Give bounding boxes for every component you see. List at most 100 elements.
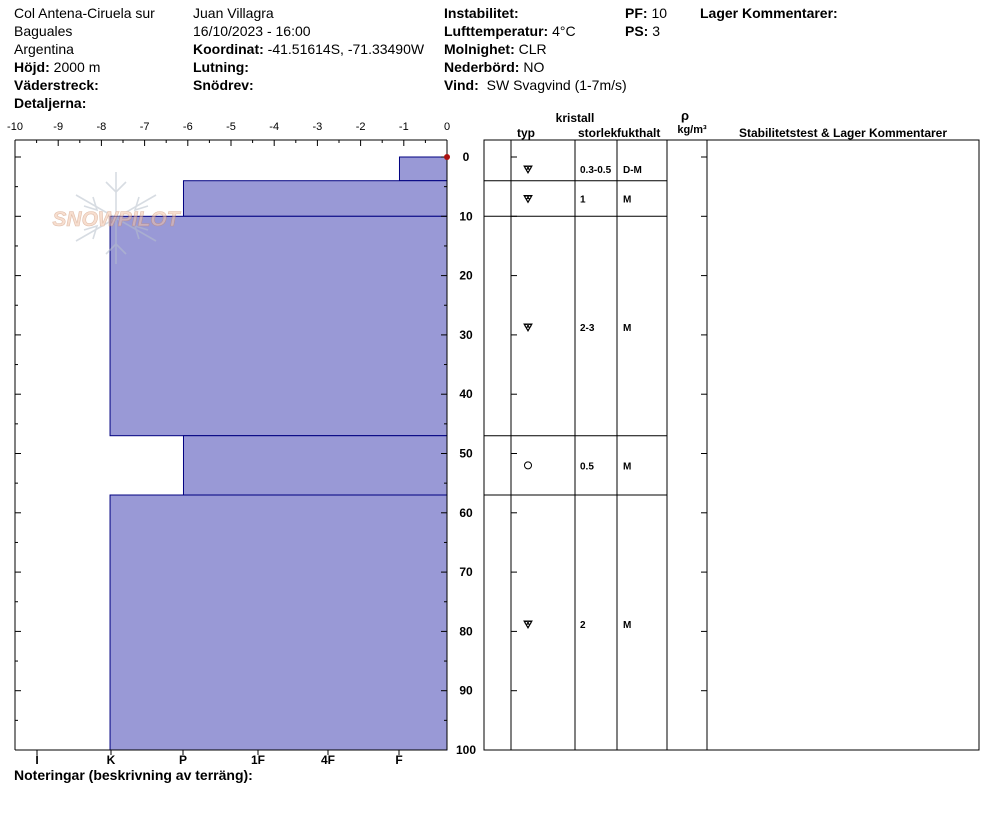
grain-dot	[526, 623, 530, 627]
x-bottom-tick-label: 4F	[321, 753, 335, 767]
moisture-header: fukthalt	[617, 126, 660, 140]
hardness-layers	[109, 156, 448, 751]
drift-label: Snödrev:	[193, 77, 254, 93]
instability-row: Instabilitet:	[444, 4, 519, 22]
observer-name: Juan Villagra	[193, 5, 274, 21]
notes-label: Noteringar (beskrivning av terräng):	[14, 767, 253, 783]
elevation-row: Höjd: 2000 m	[14, 58, 100, 76]
faceted-grain-icon	[523, 620, 533, 630]
hardness-layer-bar	[109, 215, 448, 437]
y-tick-label: 20	[459, 269, 473, 283]
x-axis-top: -10 -9 -8 -7 -6 -5 -4 -3 -2 -1 0	[7, 121, 450, 146]
layer-moisture-value: M	[623, 195, 631, 206]
ps-value: 3	[652, 23, 661, 39]
sky-label: Molnighet:	[444, 41, 515, 57]
layer-moisture-value: M	[623, 323, 631, 334]
elevation-label: Höjd:	[14, 59, 50, 75]
watermark-text: SNOWPILOT	[52, 208, 181, 231]
grain-dot	[524, 166, 529, 170]
air-temp-value: 4°C	[552, 23, 576, 39]
grain-triangle	[523, 195, 533, 204]
details-label: Detaljerna:	[14, 95, 87, 111]
snowflake-icon	[75, 172, 157, 264]
grain-dot	[527, 195, 532, 200]
stability-header: Stabilitetstest & Lager Kommentarer	[739, 126, 947, 140]
grain-dot	[526, 198, 530, 202]
y-tick-label: 100	[456, 743, 476, 757]
wind-row: Vind: SW Svagvind (1-7m/s)	[444, 76, 627, 94]
x-bottom-tick-label: I	[35, 753, 38, 767]
layer-moisture-value: M	[623, 461, 631, 472]
pf-label: PF:	[625, 5, 648, 21]
ps-row: PS: 3	[625, 22, 660, 40]
faceted-grain-icon	[523, 323, 533, 333]
temperature-point	[444, 154, 450, 160]
x-bottom-tick-label: K	[107, 753, 116, 767]
sky-value: CLR	[518, 41, 547, 57]
precip-value: NO	[523, 59, 545, 75]
x-top-tick-label: -1	[399, 121, 409, 133]
grain-triangle	[523, 165, 533, 175]
snowpilot-watermark: SNOWPILOT	[52, 172, 182, 264]
y-tick-label: 30	[459, 328, 473, 342]
faceted-grain-icon	[523, 165, 533, 175]
density-unit-header: kg/m³	[677, 124, 707, 136]
x-top-tick-label: -2	[356, 121, 366, 133]
air-temp-label: Lufttemperatur:	[444, 23, 549, 39]
elevation-value: 2000 m	[53, 59, 101, 75]
grain-dot	[527, 324, 532, 328]
round-grain-icon	[524, 461, 532, 470]
grain-dot	[524, 324, 529, 328]
hardness-layer-bar	[398, 156, 448, 182]
drift-row: Snödrev:	[193, 76, 254, 94]
y-tick-label: 50	[459, 447, 473, 461]
layer-size-value: 2	[580, 620, 586, 631]
grain-triangle	[523, 620, 533, 630]
y-tick-label: 80	[459, 624, 473, 638]
crystal-header: kristall	[556, 111, 595, 125]
grain-dot	[524, 195, 529, 200]
y-tick-label: 40	[459, 387, 473, 401]
precip-label: Nederbörd:	[444, 59, 520, 75]
layer-moisture-value: M	[623, 620, 631, 631]
sky-row: Molnighet: CLR	[444, 40, 547, 58]
x-top-tick-label: -3	[313, 121, 323, 133]
faceted-grain-icon	[523, 195, 533, 204]
y-tick-label: 10	[459, 209, 473, 223]
x-top-tick-label: -10	[7, 121, 23, 133]
y-tick-label: 60	[459, 506, 473, 520]
x-top-tick-label: -5	[226, 121, 236, 133]
aspect-row: Väderstreck:	[14, 76, 99, 94]
layer-size-value: 2-3	[580, 323, 595, 334]
pf-value: 10	[651, 5, 668, 21]
slope-label: Lutning:	[193, 59, 249, 75]
slope-row: Lutning:	[193, 58, 249, 76]
layer-moisture-value: D-M	[623, 165, 642, 176]
location-line-2: Baguales	[14, 23, 73, 39]
layer-comments-heading: Lager Kommentarer:	[700, 5, 838, 21]
hardness-layer-bar	[109, 494, 448, 751]
chart-frame	[14, 139, 448, 751]
y-tick-label: 90	[459, 684, 473, 698]
aspect-label: Väderstreck:	[14, 77, 99, 93]
layer-size-value: 0.3-0.5	[580, 165, 612, 176]
pf-row: PF: 10	[625, 4, 667, 22]
size-header: storlek	[578, 126, 618, 140]
wind-label: Vind:	[444, 77, 479, 93]
coordinate-label: Koordinat:	[193, 41, 264, 57]
layer-table: 0.3-0.5 D-M 1 M 2-3 M 0.5 M 2 M	[483, 139, 980, 751]
x-top-tick-label: -9	[53, 121, 63, 133]
grain-dot	[527, 621, 532, 625]
grain-dot	[524, 621, 529, 625]
wind-value: SW Svagvind (1-7m/s)	[486, 77, 627, 93]
coordinate-value: -41.51614S, -71.33490W	[267, 41, 425, 57]
y-axis-depth: 0 10 20 30 40 50 60 70 80 90 100	[15, 150, 476, 757]
coordinate-row: Koordinat: -41.51614S, -71.33490W	[193, 40, 424, 58]
x-axis-bottom: I K P 1F 4F F	[35, 750, 403, 767]
grain-triangle	[523, 323, 533, 333]
x-top-tick-label: -4	[269, 121, 279, 133]
layer-size-value: 1	[580, 195, 586, 206]
x-bottom-tick-label: P	[179, 753, 187, 767]
temperature-markers	[444, 154, 450, 160]
